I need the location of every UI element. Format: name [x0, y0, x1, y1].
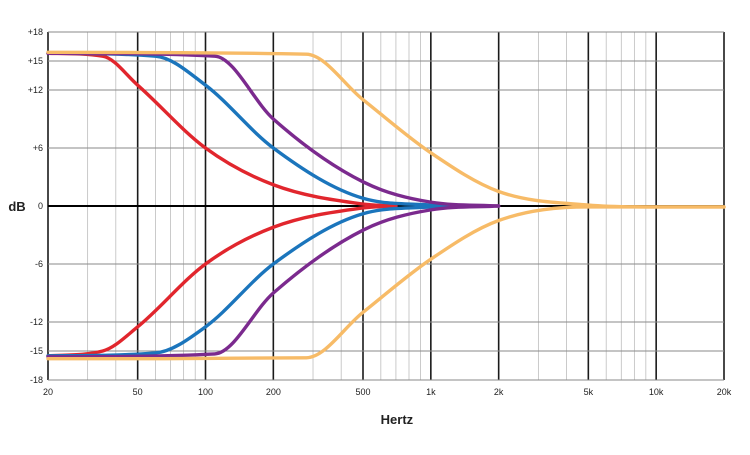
curve-red-0	[46, 51, 398, 208]
y-tick-label: -12	[30, 317, 43, 327]
y-tick-label: -18	[30, 375, 43, 385]
x-tick-label: 20k	[717, 387, 732, 397]
y-tick-label: 0	[38, 201, 43, 211]
y-tick-label: -15	[30, 346, 43, 356]
x-tick-label: 10k	[649, 387, 664, 397]
curve-purple-5	[46, 204, 501, 359]
y-tick-label: +6	[33, 143, 43, 153]
y-tick-labels: +18 +15 +12 +6 0 -6 -12 -15 -18	[28, 27, 43, 385]
x-tick-label: 500	[355, 387, 370, 397]
curve-orange-6	[46, 50, 726, 209]
curve-blue-2	[46, 51, 451, 208]
x-tick-label: 50	[133, 387, 143, 397]
y-tick-label: +15	[28, 56, 43, 66]
y-tick-label: +18	[28, 27, 43, 37]
curve-orange-7	[46, 205, 726, 361]
curve-red-1	[46, 204, 398, 358]
y-tick-label: +12	[28, 85, 43, 95]
x-tick-label: 1k	[426, 387, 436, 397]
x-tick-label: 100	[198, 387, 213, 397]
x-tick-label: 200	[266, 387, 281, 397]
curve-purple-4	[46, 51, 501, 208]
curves	[46, 50, 726, 361]
x-tick-labels: 20 50 100 200 500 1k 2k 5k 10k 20k	[43, 387, 732, 397]
x-axis-title: Hertz	[381, 412, 414, 427]
x-tick-label: 20	[43, 387, 53, 397]
y-tick-label: -6	[35, 259, 43, 269]
curve-blue-3	[46, 204, 451, 358]
y-axis-title: dB	[8, 199, 25, 214]
major-gridlines	[47, 31, 725, 381]
x-tick-label: 2k	[494, 387, 504, 397]
x-tick-label: 5k	[584, 387, 594, 397]
